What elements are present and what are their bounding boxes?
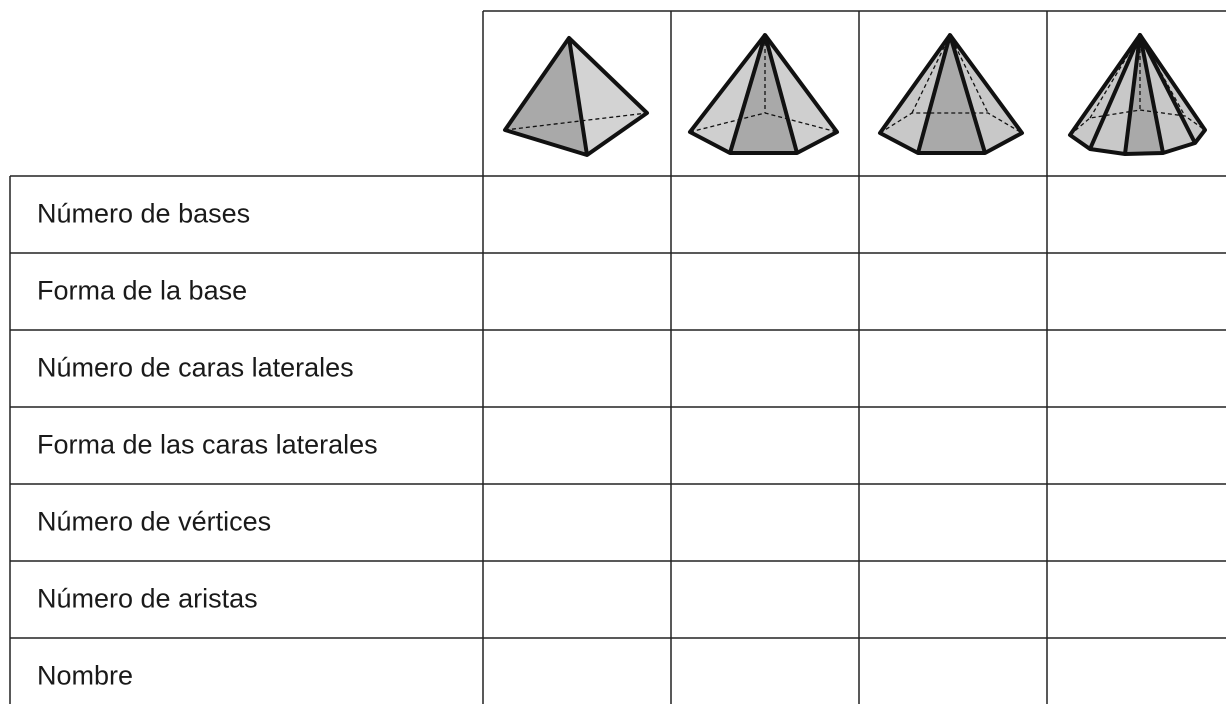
face bbox=[918, 35, 985, 153]
face bbox=[730, 35, 797, 153]
row-label: Forma de la base bbox=[37, 276, 247, 306]
octagonal-pyramid bbox=[1068, 33, 1207, 156]
face bbox=[1070, 35, 1140, 154]
row-label: Número de bases bbox=[37, 199, 250, 229]
edges bbox=[1138, 33, 1197, 154]
face bbox=[880, 35, 950, 153]
row-label: Número de caras laterales bbox=[37, 353, 354, 383]
face bbox=[1125, 35, 1163, 154]
edges bbox=[1068, 33, 1207, 156]
face bbox=[950, 35, 1022, 153]
face bbox=[690, 35, 765, 153]
square-pyramid bbox=[503, 36, 649, 157]
row-label: Número de vértices bbox=[37, 507, 271, 537]
row-label: Forma de las caras laterales bbox=[37, 430, 378, 460]
hidden-edge bbox=[504, 112, 648, 131]
face bbox=[765, 35, 837, 153]
edges bbox=[688, 33, 839, 155]
table-grid bbox=[9, 10, 1226, 704]
edges bbox=[503, 36, 649, 157]
edges bbox=[878, 33, 1024, 155]
row-label: Número de aristas bbox=[37, 584, 258, 614]
edges bbox=[916, 33, 987, 154]
pentagonal-pyramid bbox=[688, 33, 839, 155]
hidden-edge bbox=[879, 112, 1023, 134]
row-label: Nombre bbox=[37, 661, 133, 691]
edges bbox=[728, 33, 799, 154]
hidden-edge bbox=[1069, 109, 1206, 136]
face bbox=[505, 38, 587, 155]
hexagonal-pyramid bbox=[878, 33, 1024, 155]
